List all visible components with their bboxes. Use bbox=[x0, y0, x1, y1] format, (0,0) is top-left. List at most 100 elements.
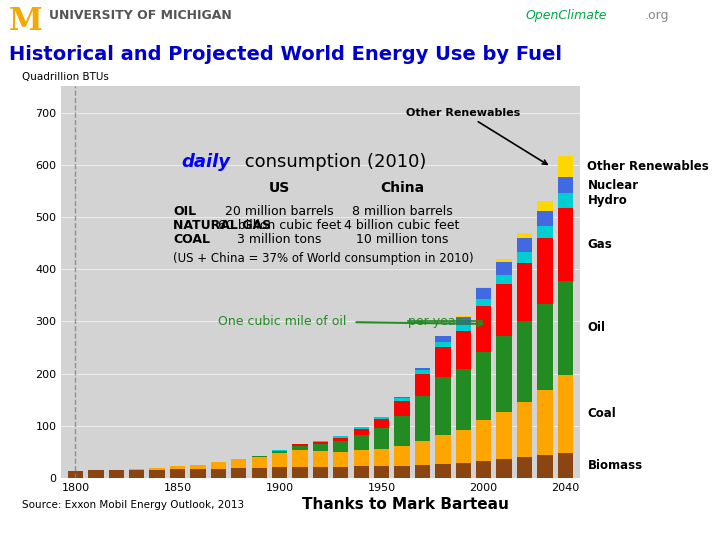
Bar bbox=[558, 281, 573, 375]
Text: Hydro: Hydro bbox=[588, 194, 627, 207]
Bar bbox=[435, 464, 451, 478]
Bar bbox=[312, 441, 328, 442]
Text: 4 billion cubic feet: 4 billion cubic feet bbox=[344, 219, 460, 232]
Bar bbox=[333, 441, 348, 452]
Bar bbox=[129, 470, 145, 478]
Text: One cubic mile of oil: One cubic mile of oil bbox=[218, 315, 482, 328]
Bar bbox=[476, 306, 491, 352]
Bar bbox=[476, 420, 491, 461]
Bar bbox=[374, 449, 390, 467]
Bar bbox=[415, 441, 430, 465]
Bar bbox=[89, 470, 104, 478]
Bar bbox=[415, 396, 430, 441]
Bar bbox=[517, 238, 532, 252]
Bar bbox=[395, 397, 410, 398]
Bar bbox=[558, 157, 573, 177]
Bar bbox=[109, 470, 124, 478]
Bar bbox=[312, 467, 328, 478]
Text: M: M bbox=[9, 6, 42, 37]
Bar bbox=[558, 375, 573, 453]
Bar bbox=[150, 470, 165, 478]
Bar bbox=[456, 430, 471, 463]
Text: per year: per year bbox=[408, 315, 461, 328]
Bar bbox=[476, 461, 491, 478]
Bar bbox=[374, 467, 390, 478]
Bar bbox=[558, 453, 573, 478]
Bar bbox=[292, 450, 307, 467]
Bar bbox=[476, 299, 491, 306]
Bar bbox=[251, 456, 267, 457]
Text: 10 million tons: 10 million tons bbox=[356, 233, 449, 246]
Bar bbox=[374, 420, 390, 428]
Bar bbox=[272, 454, 287, 468]
Bar bbox=[333, 467, 348, 478]
Bar bbox=[333, 436, 348, 438]
Text: COAL: COAL bbox=[174, 233, 210, 246]
Bar bbox=[496, 458, 512, 478]
Bar bbox=[496, 284, 512, 336]
Bar bbox=[231, 468, 246, 478]
Text: US: US bbox=[269, 181, 290, 195]
Bar bbox=[537, 238, 552, 303]
Text: Coal: Coal bbox=[588, 407, 616, 420]
Bar bbox=[395, 446, 410, 466]
Text: 20 million barrels: 20 million barrels bbox=[225, 205, 334, 218]
Bar bbox=[558, 207, 573, 281]
Bar bbox=[415, 374, 430, 396]
Bar bbox=[496, 336, 512, 411]
Bar bbox=[496, 259, 512, 262]
Bar bbox=[354, 450, 369, 467]
Bar bbox=[354, 435, 369, 450]
Bar bbox=[190, 469, 206, 478]
Bar bbox=[395, 398, 410, 401]
Bar bbox=[517, 402, 532, 457]
Text: Historical and Projected World Energy Use by Fuel: Historical and Projected World Energy Us… bbox=[9, 45, 562, 64]
Bar bbox=[435, 377, 451, 435]
Bar bbox=[517, 321, 532, 402]
Bar bbox=[374, 417, 390, 420]
Text: Thanks to Mark Barteau: Thanks to Mark Barteau bbox=[302, 497, 509, 512]
Bar bbox=[395, 401, 410, 416]
Bar bbox=[272, 451, 287, 454]
Bar bbox=[456, 463, 471, 478]
Bar bbox=[537, 455, 552, 478]
Bar bbox=[435, 336, 451, 342]
Bar bbox=[292, 444, 307, 445]
Bar bbox=[211, 469, 226, 478]
Text: (US + China = 37% of World consumption in 2010): (US + China = 37% of World consumption i… bbox=[174, 252, 474, 265]
Bar bbox=[496, 262, 512, 275]
Bar bbox=[395, 466, 410, 478]
Bar bbox=[435, 347, 451, 377]
Bar bbox=[456, 326, 471, 331]
Text: 60 billion cubic feet: 60 billion cubic feet bbox=[218, 219, 341, 232]
Bar bbox=[537, 201, 552, 211]
Bar bbox=[292, 446, 307, 450]
Bar bbox=[395, 416, 410, 446]
Bar bbox=[476, 352, 491, 420]
Text: Gas: Gas bbox=[588, 238, 612, 251]
Bar bbox=[231, 459, 246, 468]
Bar bbox=[517, 252, 532, 263]
Text: Oil: Oil bbox=[588, 321, 606, 334]
Bar bbox=[354, 467, 369, 478]
Text: Other Renewables: Other Renewables bbox=[406, 107, 547, 164]
Bar bbox=[354, 429, 369, 435]
Text: 8 million barrels: 8 million barrels bbox=[351, 205, 452, 218]
Bar bbox=[374, 428, 390, 449]
Bar bbox=[333, 452, 348, 467]
Bar bbox=[68, 470, 83, 478]
Text: China: China bbox=[380, 181, 424, 195]
Bar bbox=[251, 468, 267, 478]
Text: Nuclear: Nuclear bbox=[588, 179, 639, 192]
Text: Quadrillion BTUs: Quadrillion BTUs bbox=[22, 72, 109, 83]
Bar bbox=[537, 303, 552, 390]
Bar bbox=[211, 462, 226, 469]
Bar bbox=[517, 233, 532, 238]
Bar bbox=[251, 457, 267, 468]
Bar bbox=[312, 442, 328, 444]
Bar bbox=[170, 469, 185, 478]
Bar bbox=[496, 275, 512, 284]
Bar bbox=[558, 177, 573, 193]
Bar bbox=[435, 435, 451, 464]
Bar bbox=[312, 444, 328, 451]
